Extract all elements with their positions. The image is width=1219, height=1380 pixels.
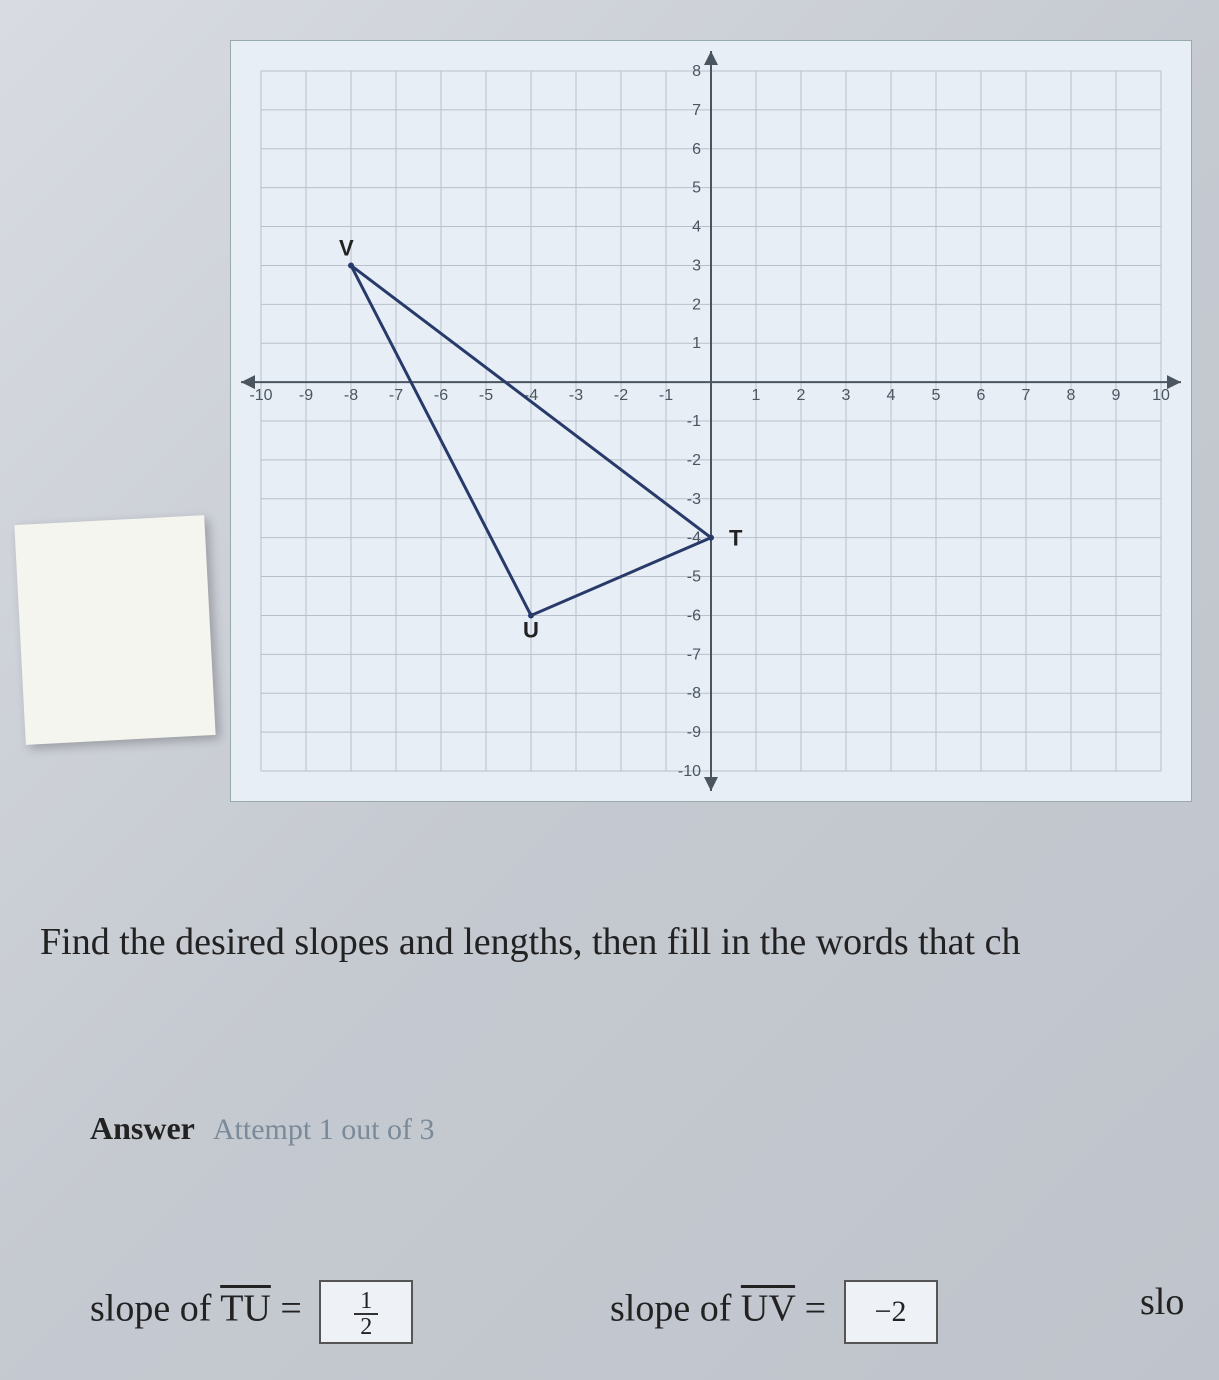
slope-uv-input[interactable]: −2: [844, 1280, 938, 1344]
svg-text:-1: -1: [659, 387, 673, 404]
slope-tu-num: 1: [354, 1289, 378, 1315]
slope-uv-label: slope of: [610, 1288, 741, 1330]
slope-partial: slo: [1140, 1280, 1184, 1324]
svg-text:9: 9: [1112, 387, 1121, 404]
svg-text:7: 7: [692, 102, 701, 119]
svg-text:3: 3: [842, 387, 851, 404]
svg-text:6: 6: [692, 141, 701, 158]
svg-text:2: 2: [692, 296, 701, 313]
svg-text:8: 8: [1067, 387, 1076, 404]
svg-text:5: 5: [692, 180, 701, 197]
svg-text:-3: -3: [687, 491, 701, 508]
svg-text:-6: -6: [434, 387, 448, 404]
page-background: -10-9-8-7-6-5-4-3-2-11234567891012345678…: [0, 0, 1219, 1380]
slope-tu-segment: TU: [220, 1288, 271, 1330]
svg-text:4: 4: [887, 387, 896, 404]
slope-uv-group: slope of UV = −2: [610, 1280, 938, 1344]
svg-text:T: T: [729, 526, 743, 551]
svg-text:-2: -2: [687, 452, 701, 469]
svg-text:-3: -3: [569, 387, 583, 404]
svg-text:U: U: [523, 617, 539, 642]
svg-text:-10: -10: [249, 387, 272, 404]
svg-text:8: 8: [692, 63, 701, 80]
svg-text:-6: -6: [687, 607, 701, 624]
svg-text:2: 2: [797, 387, 806, 404]
svg-text:-8: -8: [344, 387, 358, 404]
slope-tu-fraction: 1 2: [354, 1289, 378, 1339]
coordinate-graph: -10-9-8-7-6-5-4-3-2-11234567891012345678…: [230, 40, 1192, 802]
svg-text:-10: -10: [678, 763, 701, 780]
attempt-text: Attempt 1 out of 3: [213, 1113, 435, 1146]
svg-text:6: 6: [977, 387, 986, 404]
svg-text:3: 3: [692, 257, 701, 274]
svg-text:-7: -7: [687, 646, 701, 663]
slope-tu-input[interactable]: 1 2: [319, 1280, 413, 1344]
svg-text:V: V: [339, 235, 354, 260]
svg-text:5: 5: [932, 387, 941, 404]
svg-text:-5: -5: [479, 387, 493, 404]
svg-text:-7: -7: [389, 387, 403, 404]
slope-uv-segment: UV: [741, 1288, 795, 1330]
answer-heading-bold: Answer: [90, 1110, 195, 1146]
slope-tu-den: 2: [354, 1315, 378, 1339]
svg-text:7: 7: [1022, 387, 1031, 404]
svg-text:-5: -5: [687, 569, 701, 586]
svg-text:-8: -8: [687, 685, 701, 702]
question-text: Find the desired slopes and lengths, the…: [40, 920, 1219, 964]
svg-text:4: 4: [692, 219, 701, 236]
slope-tu-label: slope of: [90, 1288, 220, 1330]
svg-text:1: 1: [752, 387, 761, 404]
svg-text:-2: -2: [614, 387, 628, 404]
svg-text:-9: -9: [299, 387, 313, 404]
answer-heading: Answer Attempt 1 out of 3: [90, 1110, 435, 1147]
svg-text:-1: -1: [687, 413, 701, 430]
slope-tu-group: slope of TU = 1 2: [90, 1280, 413, 1344]
svg-text:10: 10: [1152, 387, 1170, 404]
svg-text:-9: -9: [687, 724, 701, 741]
sticky-note: [14, 515, 215, 745]
svg-text:1: 1: [692, 335, 701, 352]
